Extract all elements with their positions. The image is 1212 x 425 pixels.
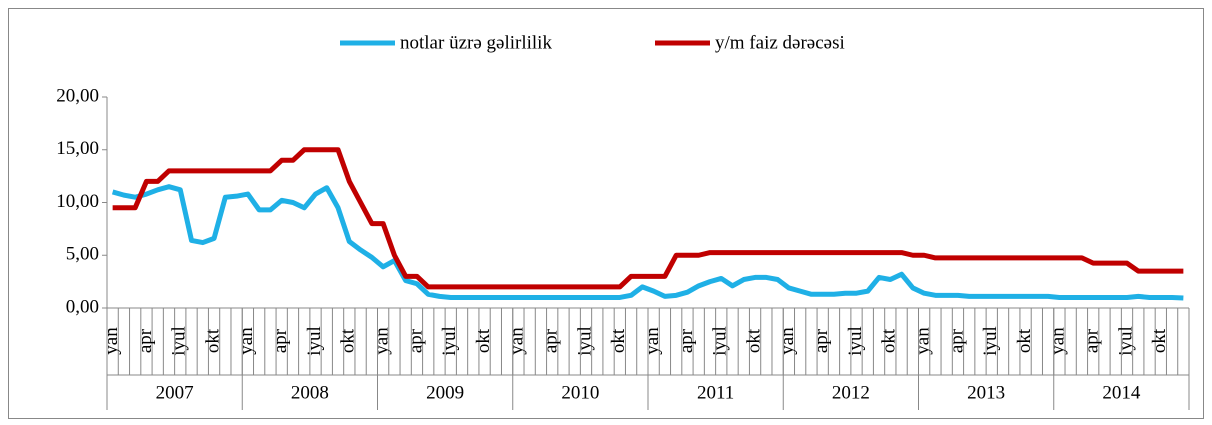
- line: [112, 147, 1184, 290]
- x-tick-label: yan: [236, 327, 257, 355]
- x-tick-label: yan: [371, 327, 392, 355]
- line: [111, 184, 1184, 301]
- x-tick-label: okt: [338, 328, 359, 353]
- group-label: 2007: [156, 382, 194, 403]
- x-tick-label: apr: [270, 328, 291, 353]
- y-tick-label: 5,00: [66, 244, 99, 265]
- x-tick-label: apr: [135, 328, 156, 353]
- legend-label: notlar üzrə gəlirlilik: [400, 32, 552, 53]
- y-tick-label: 15,00: [56, 138, 99, 159]
- y-tick-label: 10,00: [56, 191, 99, 212]
- x-tick-label: apr: [811, 328, 832, 353]
- y-tick-label: 0,00: [66, 296, 99, 317]
- x-tick-label: yan: [507, 327, 528, 355]
- y-tick-label: 20,00: [56, 85, 99, 106]
- group-label: 2014: [1102, 382, 1141, 403]
- group-label: 2011: [697, 382, 734, 403]
- x-tick-label: okt: [202, 328, 223, 353]
- x-tick-label: iyul: [710, 326, 731, 356]
- x-tick-label: apr: [676, 328, 697, 353]
- x-tick-label: yan: [777, 327, 798, 355]
- x-tick-label: yan: [642, 327, 663, 355]
- x-tick-label: iyul: [845, 326, 866, 356]
- x-tick-label: okt: [879, 328, 900, 353]
- x-tick-label: iyul: [439, 326, 460, 356]
- x-tick-label: okt: [1149, 328, 1170, 353]
- x-tick-label: iyul: [169, 326, 190, 356]
- x-tick-label: okt: [743, 328, 764, 353]
- x-tick-label: apr: [541, 328, 562, 353]
- x-tick-label: yan: [912, 327, 933, 355]
- x-tick-label: apr: [946, 328, 967, 353]
- group-label: 2008: [291, 382, 329, 403]
- x-tick-label: iyul: [574, 326, 595, 356]
- x-tick-label: apr: [405, 328, 426, 353]
- x-tick-label: okt: [473, 328, 494, 353]
- group-label: 2012: [832, 382, 870, 403]
- chart-frame: [8, 8, 1204, 419]
- x-tick-label: yan: [1048, 327, 1069, 355]
- x-tick-label: yan: [101, 327, 122, 355]
- x-tick-label: apr: [1082, 328, 1103, 353]
- group-label: 2013: [967, 382, 1005, 403]
- x-tick-label: iyul: [304, 326, 325, 356]
- x-tick-label: okt: [608, 328, 629, 353]
- x-tick-label: okt: [1014, 328, 1035, 353]
- legend-label: y/m faiz dərəcəsi: [715, 32, 845, 53]
- group-label: 2010: [561, 382, 599, 403]
- group-label: 2009: [426, 382, 464, 403]
- x-tick-label: iyul: [1115, 326, 1136, 356]
- x-tick-label: iyul: [980, 326, 1001, 356]
